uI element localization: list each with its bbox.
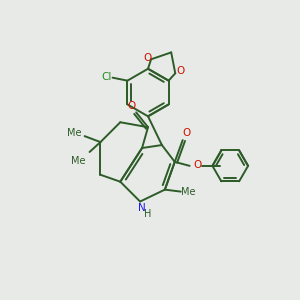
Text: Me: Me [71, 156, 86, 166]
Text: H: H [144, 209, 152, 219]
Text: Me: Me [182, 187, 196, 196]
Text: Cl: Cl [101, 72, 112, 82]
Text: O: O [182, 128, 191, 138]
Text: O: O [143, 53, 151, 63]
Text: N: N [138, 203, 146, 214]
Text: O: O [194, 160, 202, 170]
Text: Me: Me [68, 128, 82, 138]
Text: O: O [127, 101, 135, 111]
Text: O: O [176, 66, 184, 76]
